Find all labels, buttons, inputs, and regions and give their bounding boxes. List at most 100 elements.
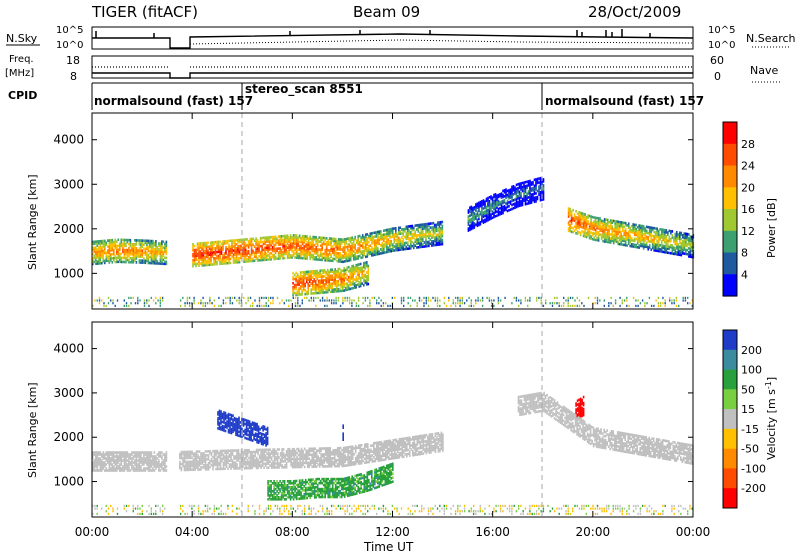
power-cell bbox=[620, 231, 622, 234]
power-noise-cell bbox=[288, 304, 290, 307]
power-cell bbox=[193, 252, 196, 256]
power-cell bbox=[499, 195, 501, 198]
power-noise-cell bbox=[463, 302, 466, 305]
power-cell bbox=[431, 234, 433, 237]
power-cell bbox=[129, 256, 132, 260]
power-cell bbox=[141, 245, 144, 248]
power-cell bbox=[354, 253, 356, 257]
power-cell bbox=[282, 238, 284, 242]
power-cell bbox=[352, 242, 355, 245]
power-cell bbox=[342, 238, 344, 241]
power-cell bbox=[152, 257, 154, 261]
power-cell bbox=[364, 261, 367, 265]
power-cell bbox=[244, 248, 247, 251]
power-cell bbox=[316, 254, 319, 257]
power-cell bbox=[95, 250, 97, 253]
power-cell bbox=[407, 235, 409, 238]
power-cell bbox=[128, 254, 130, 258]
power-cell bbox=[231, 251, 233, 254]
power-cell bbox=[235, 259, 238, 262]
power-cell bbox=[289, 246, 292, 249]
power-cell bbox=[119, 244, 121, 248]
power-noise-cell bbox=[218, 296, 220, 299]
power-cell bbox=[499, 201, 501, 204]
power-cell bbox=[337, 252, 340, 255]
power-noise-cell bbox=[527, 304, 529, 307]
power-cell bbox=[325, 286, 327, 290]
power-cell bbox=[327, 253, 329, 256]
power-cell bbox=[509, 192, 512, 195]
power-cell bbox=[567, 209, 570, 212]
power-cell bbox=[334, 280, 336, 283]
power-cell bbox=[210, 261, 212, 264]
power-noise-cell bbox=[157, 299, 159, 302]
power-cell bbox=[231, 247, 233, 250]
power-cell bbox=[222, 258, 224, 261]
power-cell bbox=[481, 216, 483, 219]
power-cell bbox=[539, 192, 542, 196]
power-cell bbox=[208, 263, 211, 267]
power-cell bbox=[196, 242, 199, 246]
velocity-cell bbox=[227, 467, 229, 470]
power-cell bbox=[617, 224, 619, 228]
power-noise-cell bbox=[628, 304, 630, 307]
power-cell bbox=[316, 248, 319, 251]
power-cell bbox=[305, 292, 308, 296]
power-cell bbox=[331, 239, 334, 243]
power-cell bbox=[143, 243, 145, 246]
power-cell bbox=[618, 242, 621, 246]
power-cell bbox=[288, 236, 290, 239]
power-cell bbox=[137, 255, 139, 258]
power-cell bbox=[119, 258, 121, 262]
power-cell bbox=[582, 214, 585, 218]
power-cell bbox=[322, 287, 324, 290]
power-cell bbox=[295, 287, 297, 291]
power-cell bbox=[605, 236, 607, 239]
cpid-bars bbox=[91, 82, 694, 110]
power-cell bbox=[386, 234, 388, 238]
power-cell bbox=[162, 262, 165, 266]
power-cell bbox=[535, 182, 537, 185]
power-cell bbox=[378, 236, 381, 239]
power-cell bbox=[364, 273, 367, 277]
power-cell bbox=[346, 249, 349, 252]
power-cell bbox=[419, 225, 421, 229]
power-noise-cell bbox=[418, 296, 421, 299]
power-cell bbox=[294, 256, 296, 259]
power-cell bbox=[126, 248, 129, 252]
freq-label-2: [MHz] bbox=[5, 68, 34, 79]
power-cell bbox=[503, 207, 506, 210]
power-cell bbox=[196, 246, 199, 250]
power-cell bbox=[593, 220, 595, 223]
power-cell bbox=[576, 230, 579, 234]
power-cell bbox=[294, 236, 296, 239]
power-cell bbox=[499, 207, 501, 210]
power-cell bbox=[324, 236, 326, 240]
power-cell bbox=[470, 225, 473, 229]
power-cell bbox=[677, 233, 680, 236]
power-cell bbox=[623, 243, 625, 247]
power-noise-cell bbox=[258, 299, 261, 302]
power-cell bbox=[292, 244, 295, 247]
power-cell bbox=[328, 241, 331, 244]
power-cell bbox=[141, 259, 144, 262]
power-cell bbox=[366, 283, 368, 286]
power-cell bbox=[201, 254, 203, 257]
power-cell bbox=[343, 285, 345, 288]
power-cell bbox=[201, 258, 203, 261]
power-cell bbox=[346, 257, 349, 261]
power-cell bbox=[615, 226, 618, 229]
power-cell bbox=[341, 281, 344, 285]
power-cell bbox=[312, 239, 314, 243]
power-cell bbox=[569, 213, 571, 217]
power-cell bbox=[509, 200, 512, 203]
power-noise-cell bbox=[659, 302, 662, 305]
power-cell bbox=[612, 219, 615, 223]
power-cell bbox=[440, 229, 442, 232]
power-cell bbox=[105, 253, 108, 257]
power-cell bbox=[386, 250, 388, 254]
power-cell bbox=[354, 235, 356, 239]
power-cell bbox=[107, 255, 109, 258]
power-cell bbox=[219, 260, 221, 264]
power-cell bbox=[307, 251, 310, 254]
